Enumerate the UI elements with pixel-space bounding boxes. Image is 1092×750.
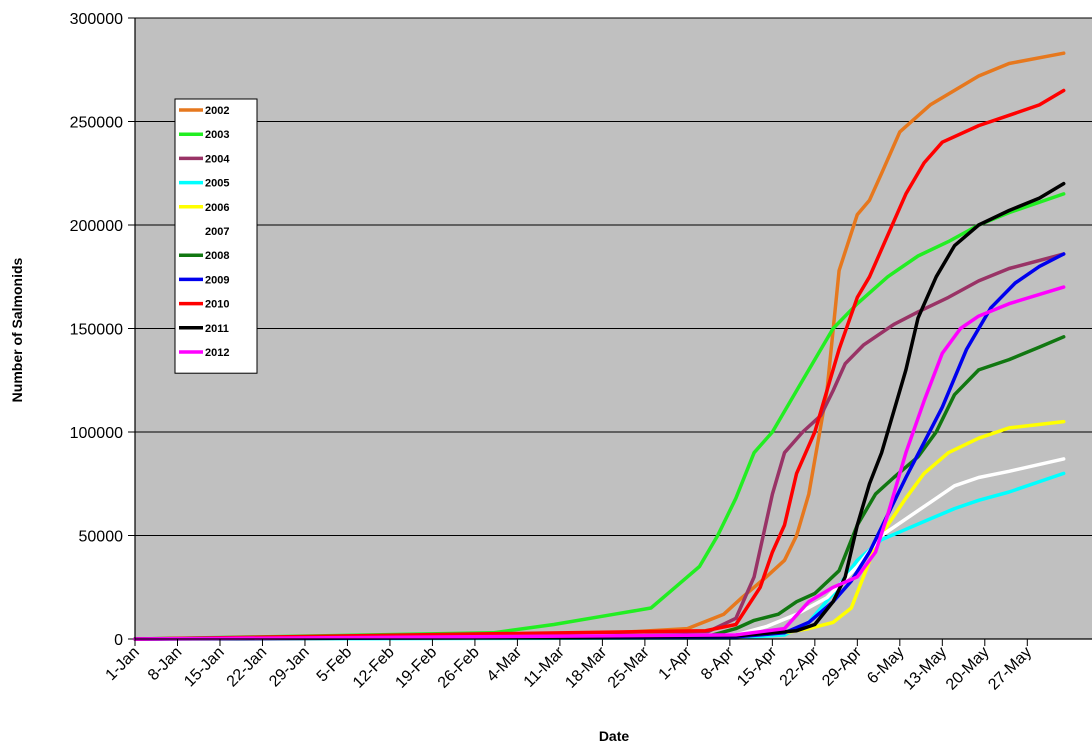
- y-axis-title: Number of Salmonids: [9, 257, 25, 402]
- legend-label-2012: 2012: [205, 347, 229, 359]
- x-tick-label-4: 29-Jan: [266, 644, 313, 691]
- y-tick-label-1: 50000: [79, 529, 124, 546]
- legend-box: [174, 98, 258, 374]
- x-tick-label-20: 20-May: [943, 644, 993, 694]
- series-lines: [133, 51, 1066, 641]
- x-tick-label-6: 12-Feb: [350, 644, 398, 692]
- series-line-2002: [133, 51, 1066, 641]
- gridlines: [128, 17, 1092, 640]
- legend-label-2009: 2009: [205, 274, 229, 286]
- x-tick-label-15: 15-Apr: [734, 643, 780, 689]
- legend-label-2007: 2007: [205, 226, 229, 238]
- legend-label-2006: 2006: [205, 202, 229, 214]
- x-tick-label-0: 1-Jan: [103, 644, 143, 684]
- series-line-2003: [133, 192, 1066, 641]
- series-line-2004: [133, 252, 1066, 641]
- legend-label-2011: 2011: [205, 323, 229, 335]
- x-tick-label-8: 26-Feb: [435, 644, 483, 692]
- y-tick-label-4: 200000: [70, 218, 123, 235]
- y-tick-label-0: 0: [114, 632, 123, 649]
- legend-label-2005: 2005: [205, 178, 229, 190]
- x-tick-label-21: 27-May: [985, 644, 1035, 694]
- x-tick-label-14: 8-Apr: [698, 643, 738, 683]
- y-tick-label-6: 300000: [70, 11, 123, 28]
- axes: [134, 18, 1092, 646]
- x-tick-label-16: 22-Apr: [777, 643, 823, 689]
- x-tick-label-11: 18-Mar: [562, 643, 610, 691]
- x-tick-label-3: 22-Jan: [224, 644, 271, 691]
- legend-label-2008: 2008: [205, 250, 229, 262]
- y-tick-label-2: 100000: [70, 425, 123, 442]
- y-tick-label-5: 250000: [70, 115, 123, 132]
- series-line-2005: [133, 471, 1066, 641]
- x-tick-label-13: 1-Apr: [656, 643, 696, 683]
- x-tick-label-12: 25-Mar: [605, 643, 653, 691]
- x-tick-label-2: 15-Jan: [181, 644, 228, 691]
- legend-label-2002: 2002: [205, 105, 229, 117]
- legend-label-2010: 2010: [205, 299, 229, 311]
- x-tick-label-7: 19-Feb: [392, 644, 440, 692]
- x-tick-label-17: 29-Apr: [819, 643, 865, 689]
- series-line-2010: [133, 88, 1066, 641]
- series-line-2009: [133, 252, 1066, 641]
- x-axis-title: Date: [599, 728, 630, 744]
- series-line-2008: [133, 335, 1066, 641]
- series-line-2011: [133, 181, 1066, 641]
- x-tick-label-9: 4-Mar: [484, 643, 526, 685]
- x-tick-label-19: 13-May: [900, 644, 950, 694]
- y-tick-labels: 0 50000 100000 150000 200000 250000 300000: [70, 11, 123, 649]
- legend-label-2004: 2004: [205, 153, 230, 165]
- series-line-2012: [133, 285, 1066, 641]
- y-tick-label-3: 150000: [70, 322, 123, 339]
- x-tick-label-10: 11-Mar: [521, 643, 568, 690]
- legend-label-2003: 2003: [205, 129, 229, 141]
- legend: 2002 2003 2004 2005 2006 2007 2008 2009 2010 2011…: [174, 98, 258, 374]
- x-tick-label-1: 8-Jan: [145, 644, 185, 684]
